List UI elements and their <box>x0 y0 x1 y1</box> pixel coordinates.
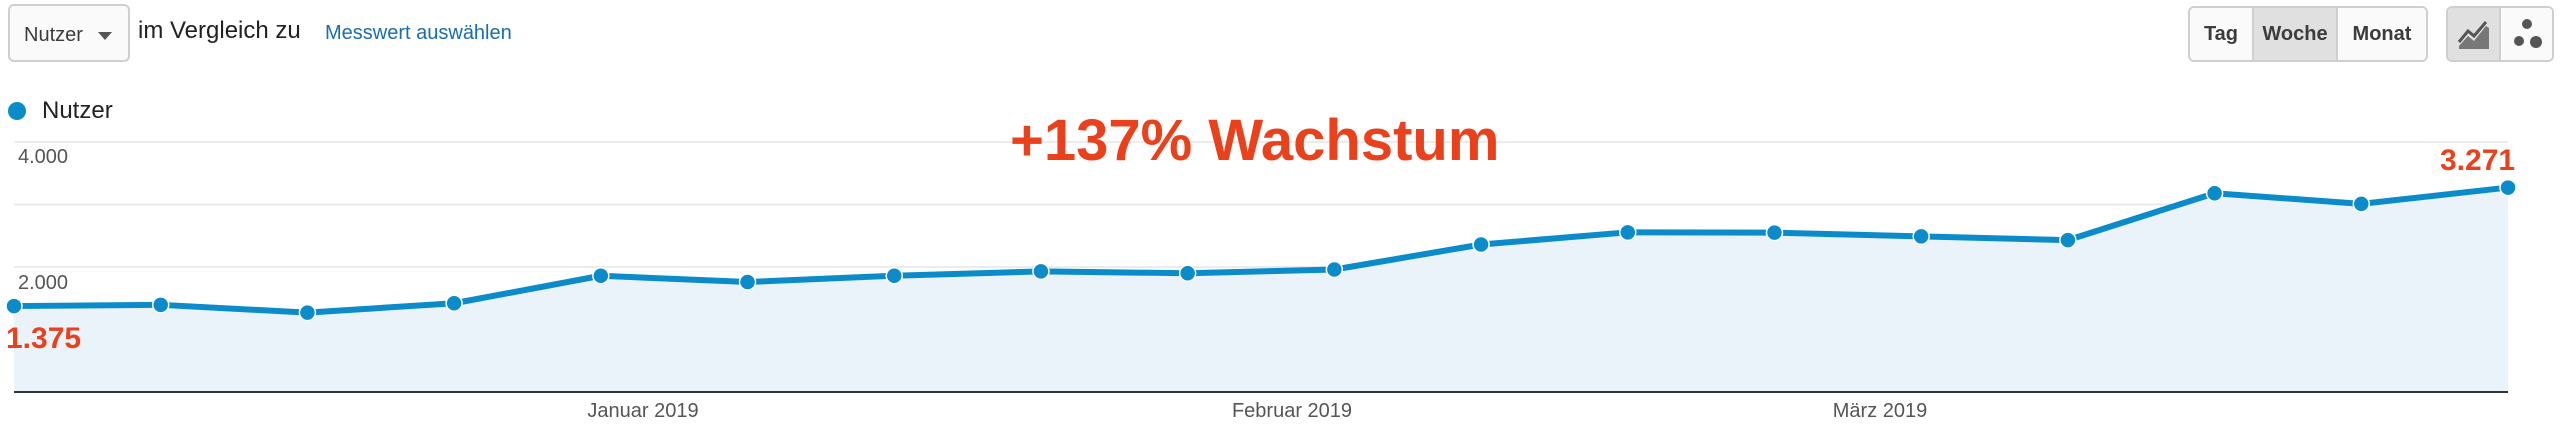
legend-series-marker <box>8 102 26 120</box>
legend-series-label: Nutzer <box>42 97 113 124</box>
chart-view-toggle <box>2446 6 2554 62</box>
data-point[interactable] <box>2352 195 2371 213</box>
data-point[interactable] <box>1032 262 1050 281</box>
data-point[interactable] <box>151 296 170 314</box>
metric-select[interactable]: Nutzer <box>8 4 130 62</box>
data-point[interactable] <box>1325 260 1344 279</box>
data-point[interactable] <box>445 294 463 312</box>
motion-chart-button[interactable] <box>2501 8 2552 60</box>
y-tick-label: 4.000 <box>18 146 69 168</box>
data-point[interactable] <box>2059 231 2077 249</box>
chart-toolbar: Nutzer im Vergleich zu Messwert auswähle… <box>0 0 2560 70</box>
period-week-button[interactable]: Woche <box>2252 8 2338 60</box>
last-value-label: 3.271 <box>2440 144 2516 177</box>
data-point[interactable] <box>5 297 23 315</box>
x-tick-label: Januar 2019 <box>587 400 699 422</box>
data-point[interactable] <box>1472 235 1490 254</box>
period-toggle: Tag Woche Monat <box>2188 6 2428 62</box>
first-value-label: 1.375 <box>6 322 82 355</box>
x-tick-label: Februar 2019 <box>1231 400 1353 422</box>
period-month-button[interactable]: Monat <box>2338 8 2426 60</box>
x-tick-label: März 2019 <box>1832 400 1928 422</box>
data-point[interactable] <box>2205 184 2224 202</box>
motion-chart-icon <box>2514 19 2542 48</box>
line-chart-icon <box>2457 21 2489 49</box>
chevron-down-icon <box>98 32 112 40</box>
compare-text: im Vergleich zu <box>138 17 301 44</box>
data-point[interactable] <box>1912 227 1930 246</box>
line-chart-button[interactable] <box>2448 8 2501 60</box>
choose-metric-link[interactable]: Messwert auswählen <box>325 22 512 44</box>
series-area <box>14 187 2508 392</box>
y-tick-label: 2.000 <box>18 272 69 294</box>
data-point[interactable] <box>592 267 610 285</box>
series-line <box>13 184 2509 316</box>
data-point[interactable] <box>1765 223 1784 242</box>
data-point[interactable] <box>1178 264 1197 282</box>
data-point[interactable] <box>885 267 903 285</box>
data-point[interactable] <box>298 303 317 322</box>
data-point[interactable] <box>738 273 757 291</box>
metric-select-label: Nutzer <box>24 24 83 46</box>
period-day-button[interactable]: Tag <box>2190 8 2252 60</box>
data-point[interactable] <box>2499 178 2517 197</box>
growth-headline: +137% Wachstum <box>1010 108 1500 173</box>
data-point[interactable] <box>1619 223 1637 242</box>
